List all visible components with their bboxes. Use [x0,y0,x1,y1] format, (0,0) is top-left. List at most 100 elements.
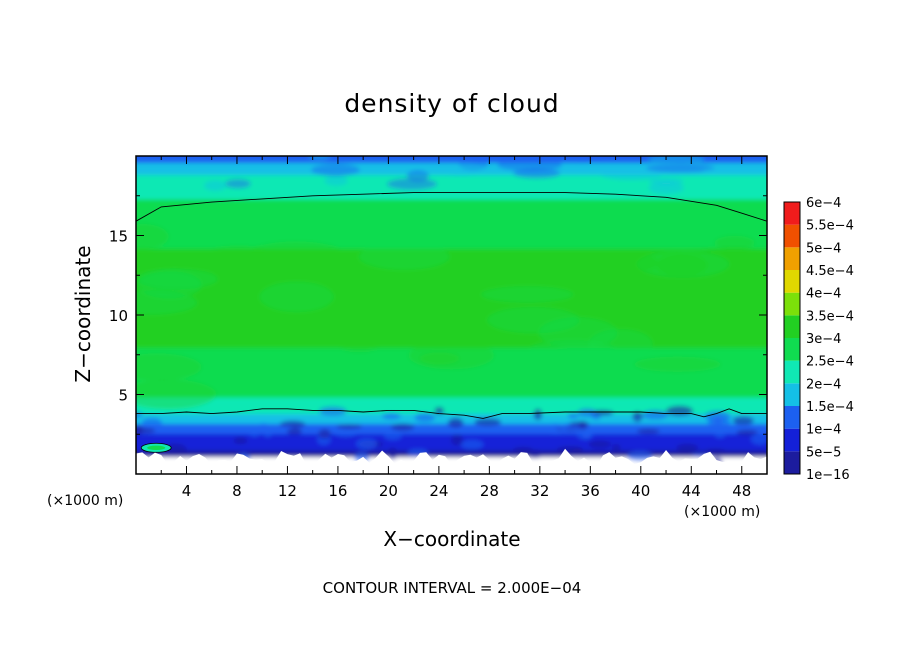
colorbar-swatch [784,292,800,316]
colorbar-label: 1e−16 [806,468,850,483]
core-patch [136,224,169,249]
turbulence-patch [318,428,331,439]
core-patch [634,356,721,372]
turbulence-patch [451,434,463,446]
turbulence-patch [642,409,669,420]
turbulence-patch [136,411,143,418]
core-patch [714,235,755,250]
top-patch [308,156,331,160]
turbulence-patch [336,424,363,429]
x-tick-label: 48 [732,482,751,500]
core-patch [656,253,708,277]
turbulence-patch [676,443,699,452]
turbulence-patch [318,406,347,416]
turbulence-patch [714,432,726,439]
x-tick-label: 44 [682,482,701,500]
x-axis-ticks: 4 8 12 16 20 24 28 32 36 40 44 48 [160,156,751,500]
turbulence-patch [707,417,731,426]
x-tick-label: 32 [530,482,549,500]
colorbar-swatch [784,451,800,474]
colorbar-label: 2.5e−4 [806,355,854,370]
turbulence-patch [257,423,271,431]
turbulence-patch [434,407,445,415]
x-tick-label: 28 [480,482,499,500]
turbulence-patch [632,411,643,422]
x-tick-label: 16 [328,482,347,500]
turbulence-patch [381,412,402,420]
cloud-free-base [136,448,767,474]
top-patch [702,167,754,175]
x-tick-label: 12 [278,482,297,500]
colorbar-swatch [784,202,800,225]
core-patch [334,327,385,353]
chart-title: density of cloud [344,89,559,118]
x-tick-label: 20 [379,482,398,500]
top-patch [249,163,298,175]
turbulence-patch [448,417,464,428]
colorbar-swatch [784,338,800,361]
core-patch [197,245,280,275]
turbulence-patch [544,423,567,435]
turbulence-patch [576,428,594,440]
colorbar-label: 2e−4 [806,377,841,392]
turbulence-patch [248,425,261,437]
colorbar-frame [783,201,801,475]
turbulence-patch [335,431,356,438]
top-patch [599,167,663,181]
turbulence-patch [141,417,162,428]
turbulence-patch [526,449,544,459]
turbulence-patch [588,440,611,448]
x-unit-right: (×1000 m) [684,504,760,520]
core-patch [703,267,767,296]
y-tick-label: 15 [109,228,128,246]
field-texture [136,156,767,474]
x-tick-label: 36 [581,482,600,500]
colorbar-swatch [784,315,800,338]
field-gradient-band [136,156,767,474]
top-patch [406,170,430,182]
colorbar-label: 3e−4 [806,332,841,347]
colorbar: 1e−16 5e−5 1e−4 1.5e−4 2e−4 2.5e−4 3e−4 3.5e−4 4… [783,196,854,483]
turbulence-patch [460,439,484,450]
colorbar-label: 1.5e−4 [806,400,854,415]
colorbar-swatch [784,270,800,293]
contour-interval-note: CONTOUR INTERVAL = 2.000E−04 [323,579,582,597]
turbulence-patch [387,447,398,460]
turbulence-patch [513,446,533,453]
x-tick-label: 40 [631,482,650,500]
turbulence-patch [355,438,378,450]
turbulence-patch [533,408,543,420]
x-tick-label: 8 [232,482,242,500]
colorbar-swatch [784,383,800,406]
core-patch [136,312,193,328]
core-patch [408,341,494,370]
turbulence-patch [383,431,402,441]
top-patch [386,178,438,190]
y-axis-ticks: 5 10 15 [109,195,767,435]
core-patch [593,366,694,389]
y-tick-label: 5 [118,387,128,405]
y-tick-label: 10 [109,307,128,325]
turbulence-patch [750,433,767,445]
colorbar-label: 4e−4 [806,287,841,302]
colorbar-label: 5.5e−4 [806,219,854,234]
turbulence-patch [636,428,660,434]
core-patch [480,286,574,303]
core-patch [259,281,334,313]
colorbar-label: 5e−4 [806,241,841,256]
colorbar-swatch [784,360,800,384]
top-patch [324,175,349,186]
turbulence-patch [414,412,436,422]
colorbar-swatch [784,406,800,429]
y-axis-label: Z−coordinate [71,245,95,382]
turbulence-patch [572,447,583,457]
turbulence-patch [612,444,621,451]
x-tick-label: 24 [429,482,448,500]
turbulence-patch [567,412,579,419]
turbulence-patch [665,405,694,416]
contour-line-2 [136,408,767,419]
turbulence-patch [474,418,502,426]
turbulence-patch [732,416,754,425]
core-patch [335,297,424,321]
